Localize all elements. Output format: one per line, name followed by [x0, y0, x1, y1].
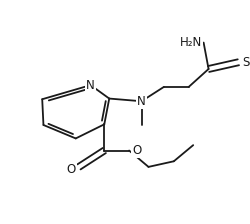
Text: N: N	[136, 95, 145, 108]
Text: O: O	[66, 163, 76, 176]
Text: N: N	[86, 79, 95, 92]
Text: H₂N: H₂N	[179, 36, 201, 49]
Text: O: O	[132, 144, 141, 157]
Text: S: S	[241, 56, 249, 69]
